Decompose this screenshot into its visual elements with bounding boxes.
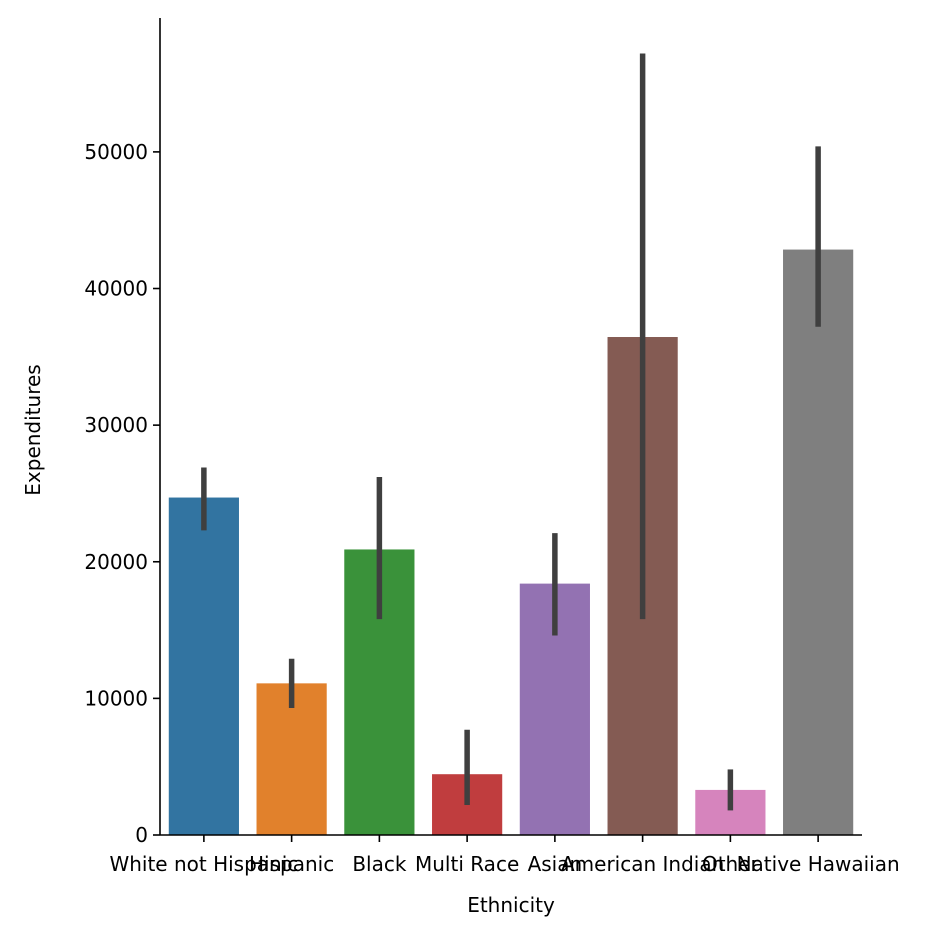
y-tick-label-4: 40000 [84, 277, 148, 301]
y-axis: 0 10000 20000 30000 40000 50000 [84, 18, 161, 847]
bar-1 [256, 683, 327, 835]
x-tick-label-3: Multi Race [415, 852, 519, 876]
x-tick-label-2: Black [352, 852, 407, 876]
bar-0 [168, 497, 239, 835]
x-tick-label-4: Asian [528, 852, 583, 876]
y-tick-label-2: 20000 [84, 550, 148, 574]
bar-7 [783, 249, 854, 836]
y-tick-label-1: 10000 [84, 686, 148, 710]
x-tick-label-7: Native Hawaiian [737, 852, 900, 876]
x-axis-label: Ethnicity [467, 893, 555, 917]
y-axis-label: Expenditures [21, 364, 45, 495]
x-tick-label-6: Other [702, 852, 760, 876]
y-tick-label-5: 50000 [84, 140, 148, 164]
y-tick-label-0: 0 [135, 823, 148, 847]
error-bars-group [201, 53, 821, 811]
x-tick-label-0: White not Hispanic [109, 852, 298, 876]
bars-group [168, 249, 854, 836]
x-tick-label-5: American Indian [561, 852, 724, 876]
x-tick-label-1: Hispanic [249, 852, 334, 876]
y-tick-label-3: 30000 [84, 413, 148, 437]
